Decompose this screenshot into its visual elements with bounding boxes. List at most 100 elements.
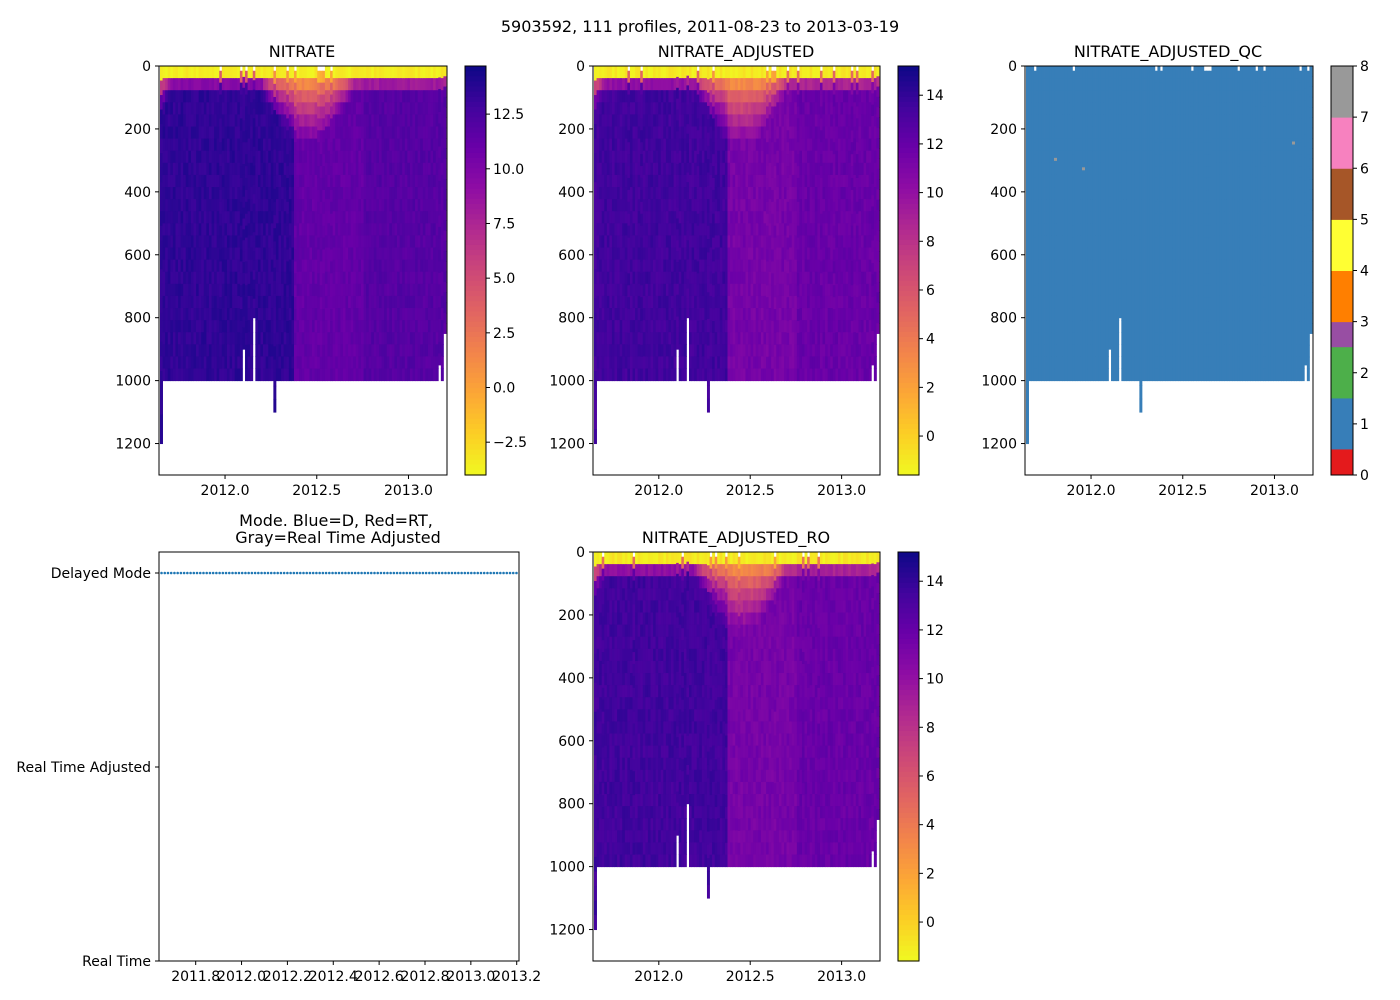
heatmap-cell — [709, 199, 713, 212]
heatmap-cell — [221, 320, 225, 333]
heatmap-cell — [753, 259, 757, 273]
heatmap-cell — [750, 211, 754, 224]
heatmap-cell — [172, 308, 176, 321]
heatmap-cell — [219, 321, 223, 334]
heatmap-cell — [322, 70, 326, 84]
heatmap-cell — [180, 223, 184, 236]
heatmap-cell — [291, 66, 295, 79]
heatmap-cell — [265, 259, 269, 273]
heatmap-cell — [245, 130, 249, 143]
heatmap-cell — [363, 271, 367, 285]
heatmap-cell — [596, 283, 600, 297]
heatmap-cell — [324, 162, 328, 176]
heatmap-cell — [301, 114, 305, 127]
heatmap-cell — [175, 211, 179, 224]
heatmap-cell — [681, 187, 685, 200]
heatmap-cell — [229, 235, 233, 249]
heatmap-cell — [717, 283, 721, 297]
heatmap-cell — [438, 226, 442, 239]
heatmap-cell — [420, 223, 424, 236]
heatmap-cell — [201, 308, 205, 321]
heatmap-cell — [381, 235, 385, 249]
heatmap-cell — [397, 247, 401, 261]
heatmap-cell — [776, 235, 780, 249]
heatmap-cell — [706, 292, 710, 307]
heatmap-cell — [391, 211, 395, 224]
heatmap-cell — [624, 126, 628, 140]
heatmap-cell — [663, 259, 667, 273]
heatmap-cell — [732, 114, 736, 127]
heatmap-cell — [250, 90, 254, 103]
heatmap-cell — [443, 127, 447, 139]
heatmap-cell — [663, 114, 667, 127]
heatmap-cell — [342, 211, 346, 224]
heatmap-cell — [319, 237, 323, 251]
heatmap-cell — [604, 247, 608, 261]
heatmap-cell — [665, 66, 669, 79]
heatmap-cell — [420, 235, 424, 249]
heatmap-cell — [704, 174, 708, 188]
heatmap-cell — [314, 114, 318, 127]
heatmap-cell — [203, 199, 207, 212]
heatmap-cell — [348, 199, 352, 212]
heatmap-cell — [668, 187, 672, 200]
heatmap-cell — [773, 273, 777, 286]
heatmap-cell — [283, 150, 287, 164]
heatmap-cell — [773, 261, 777, 274]
heatmap-cell — [203, 66, 207, 79]
heatmap-cell — [717, 138, 721, 152]
heatmap-cell — [629, 308, 633, 321]
heatmap-cell — [208, 66, 212, 79]
heatmap-cell — [619, 308, 623, 321]
heatmap-cell — [640, 94, 644, 107]
heatmap-cell — [778, 199, 782, 212]
heatmap-cell — [443, 86, 447, 98]
heatmap-cell — [668, 235, 672, 249]
heatmap-cell — [399, 174, 403, 188]
heatmap-cell — [232, 271, 236, 285]
heatmap-cell — [247, 126, 251, 140]
heatmap-cell — [314, 295, 318, 309]
heatmap-cell — [180, 320, 184, 333]
heatmap-cell — [355, 162, 359, 176]
heatmap-cell — [407, 308, 411, 321]
heatmap-cell — [722, 344, 726, 357]
heatmap-cell — [422, 126, 426, 140]
heatmap-cell — [425, 211, 429, 224]
heatmap-cell — [219, 332, 223, 346]
heatmap-cell — [596, 126, 600, 140]
heatmap-cell — [637, 223, 641, 236]
heatmap-cell — [773, 368, 777, 382]
heatmap-cell — [247, 66, 251, 79]
heatmap-cell — [214, 356, 218, 370]
heatmap-cell — [293, 142, 297, 155]
heatmap-cell — [443, 251, 447, 262]
heatmap-cell — [203, 187, 207, 200]
heatmap-cell — [371, 271, 375, 285]
heatmap-cell — [317, 332, 321, 346]
heatmap-cell — [281, 187, 285, 200]
heatmap-cell — [350, 90, 354, 103]
heatmap-cell — [283, 368, 287, 382]
heatmap-cell — [724, 126, 728, 140]
heatmap-cell — [704, 332, 708, 345]
heatmap-cell — [211, 295, 215, 309]
heatmap-cell — [345, 138, 349, 152]
heatmap-cell — [185, 308, 189, 321]
heatmap-cell — [632, 368, 636, 382]
heatmap-cell — [226, 126, 230, 140]
heatmap-cell — [642, 211, 646, 224]
heatmap-cell — [640, 106, 644, 119]
heatmap-cell — [645, 114, 649, 127]
heatmap-cell — [407, 211, 411, 224]
heatmap-cell — [402, 332, 406, 345]
heatmap-cell — [438, 272, 442, 285]
heatmap-cell — [216, 235, 220, 249]
heatmap-cell — [293, 237, 297, 251]
heatmap-cell — [760, 320, 764, 333]
heatmap-cell — [198, 356, 202, 370]
heatmap-cell — [712, 118, 716, 131]
heatmap-cell — [293, 106, 297, 119]
heatmap-cell — [443, 189, 447, 201]
heatmap-cell — [245, 273, 249, 286]
